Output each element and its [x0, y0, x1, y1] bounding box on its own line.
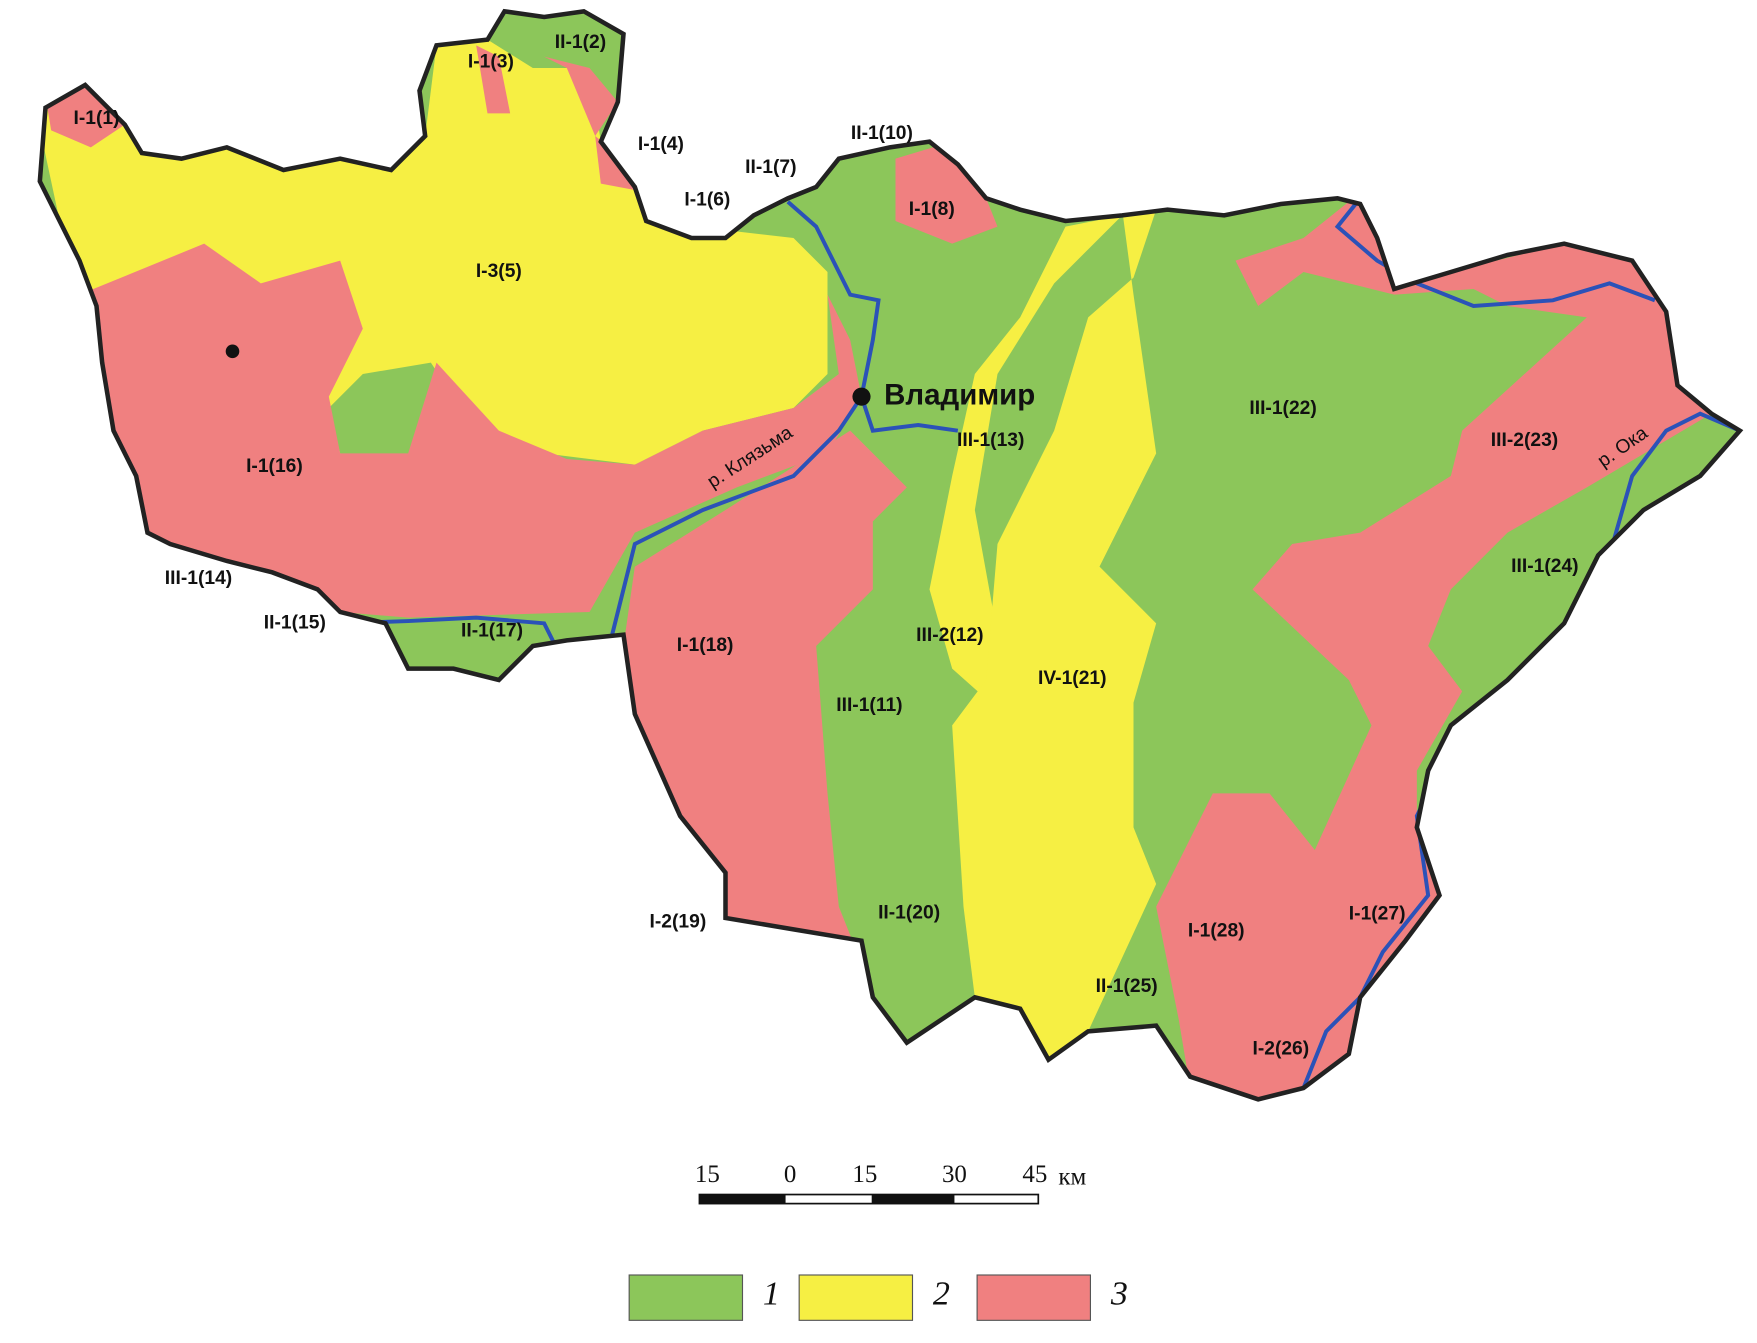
scale-unit: км: [1058, 1163, 1086, 1190]
zone: [952, 209, 1157, 1060]
region-label: I-1(18): [677, 635, 734, 656]
legend-swatch: [798, 1274, 914, 1321]
region-label: III-1(13): [957, 430, 1024, 451]
scale-bar: 15 0 15 30 45 км: [695, 1161, 1086, 1205]
region-label: III-1(24): [1511, 556, 1578, 577]
river-line: [340, 197, 1740, 1089]
region-label: II-1(15): [264, 612, 326, 633]
region-label: III-1(22): [1249, 398, 1316, 419]
region-label: I-1(28): [1188, 921, 1245, 942]
region-label: I-3(5): [476, 261, 522, 282]
region-label: II-1(17): [461, 620, 523, 641]
region-label: I-2(26): [1252, 1039, 1309, 1060]
zone: [895, 141, 998, 244]
zones: [39, 11, 1740, 1100]
legend-label: 2: [933, 1275, 950, 1312]
city-label: Владимир: [884, 378, 1035, 411]
zone: [79, 243, 862, 618]
region-label: II-1(25): [1096, 976, 1158, 997]
scale-label: 15: [852, 1161, 877, 1188]
zone: [544, 56, 618, 136]
legend-swatch: [628, 1274, 744, 1321]
region-label: I-1(1): [74, 108, 120, 129]
scale-label: 15: [695, 1161, 720, 1188]
legend-label: 3: [1110, 1275, 1128, 1312]
region-label: I-1(16): [246, 456, 303, 477]
region-label: I-1(6): [684, 190, 730, 211]
region-label: I-1(8): [909, 199, 955, 220]
legend: 1 2 3: [628, 1274, 1128, 1321]
zone: [929, 215, 1123, 715]
zone: [476, 45, 511, 114]
scale-segment: [699, 1194, 786, 1204]
region-label: II-1(20): [878, 903, 940, 924]
region-label: II-1(2): [555, 32, 606, 53]
region-label: III-1(14): [165, 568, 232, 589]
city-marker: [852, 387, 871, 406]
region-label: I-1(4): [638, 134, 684, 155]
scale-label: 45: [1022, 1161, 1047, 1188]
scale-label: 0: [784, 1161, 796, 1188]
region-label: I-2(19): [650, 912, 707, 933]
region-label: II-1(7): [745, 157, 796, 178]
region-label: III-1(11): [836, 695, 902, 716]
scale-label: 30: [942, 1161, 967, 1188]
zone: [45, 85, 125, 148]
region-label: I-1(27): [1349, 904, 1406, 925]
region-label: II-1(10): [851, 123, 913, 144]
point-marker: [225, 344, 240, 359]
region-label: IV-1(21): [1038, 668, 1106, 689]
scale-segment: [871, 1194, 955, 1204]
region-label: III-2(12): [916, 625, 983, 646]
zone: [1156, 192, 1712, 1100]
legend-swatch: [976, 1274, 1091, 1321]
region-label: III-2(23): [1491, 430, 1558, 451]
region-labels: I-1(1) II-1(2) I-1(3) I-1(4) I-3(5) I-1(…: [74, 32, 1579, 1059]
legend-label: 1: [763, 1275, 780, 1312]
region-label: I-1(3): [468, 51, 514, 72]
